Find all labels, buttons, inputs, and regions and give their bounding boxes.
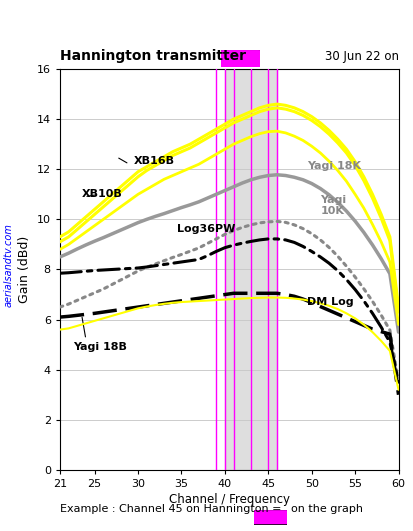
Text: Yagi 18B: Yagi 18B	[73, 341, 127, 352]
Text: Yagi 18K: Yagi 18K	[307, 161, 361, 172]
Bar	[225, 69, 277, 470]
Text: DM Log: DM Log	[307, 296, 354, 306]
Text: Log36PW: Log36PW	[177, 224, 235, 234]
Text: XB16B: XB16B	[134, 156, 175, 166]
X-axis label: Channel / Frequency: Channel / Frequency	[169, 493, 290, 506]
Text: 30 Jun 22 on: 30 Jun 22 on	[325, 50, 399, 63]
Text: MUX1: MUX1	[255, 512, 286, 522]
Text: MUX1: MUX1	[222, 53, 259, 63]
Text: Example : Channel 45 on Hannington =: Example : Channel 45 on Hannington =	[60, 504, 281, 514]
FancyBboxPatch shape	[218, 49, 263, 68]
Text: Yagi
10K: Yagi 10K	[320, 195, 347, 216]
Y-axis label: Gain (dBd): Gain (dBd)	[18, 236, 31, 303]
Text: Hannington transmitter: Hannington transmitter	[60, 49, 246, 63]
Text: XB10B: XB10B	[82, 189, 122, 199]
Text: aerialsandtv.com: aerialsandtv.com	[4, 224, 14, 307]
Text: on the graph: on the graph	[291, 504, 363, 514]
FancyBboxPatch shape	[252, 509, 290, 525]
